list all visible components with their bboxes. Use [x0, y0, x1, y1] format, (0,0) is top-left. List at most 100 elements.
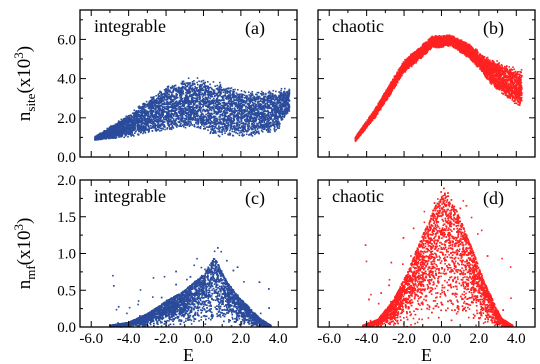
data-point	[130, 119, 132, 121]
data-point	[244, 91, 247, 94]
data-point	[224, 132, 226, 134]
data-point	[145, 128, 148, 131]
data-point	[171, 120, 174, 123]
data-point	[207, 106, 209, 109]
data-point	[119, 130, 121, 133]
data-point	[230, 109, 232, 112]
data-point	[187, 109, 189, 112]
data-point	[167, 110, 170, 113]
data-point	[195, 122, 198, 125]
data-point	[288, 110, 291, 112]
data-point	[207, 118, 209, 121]
data-point	[171, 125, 174, 128]
data-point	[242, 126, 244, 129]
data-point	[168, 114, 170, 116]
data-point	[166, 112, 168, 115]
data-point	[158, 97, 160, 100]
data-point	[188, 103, 190, 106]
data-point	[216, 117, 218, 120]
data-point	[177, 103, 180, 105]
data-point	[259, 108, 261, 111]
data-point	[168, 95, 171, 97]
data-point	[204, 86, 207, 88]
data-point	[217, 102, 220, 104]
data-point	[162, 112, 165, 115]
data-point	[111, 137, 113, 139]
data-point	[193, 116, 195, 119]
data-point	[179, 94, 182, 96]
data-point	[165, 119, 168, 121]
data-point	[103, 130, 105, 133]
data-point	[194, 112, 196, 114]
data-point	[156, 118, 158, 121]
data-point	[232, 95, 234, 97]
data-point	[271, 92, 273, 95]
data-point	[270, 125, 272, 128]
data-point	[256, 124, 258, 126]
data-point	[249, 97, 252, 99]
data-point	[115, 125, 117, 128]
data-point	[179, 110, 182, 113]
data-point	[171, 86, 173, 89]
data-point	[239, 132, 241, 134]
data-point	[134, 132, 136, 134]
data-point	[245, 107, 247, 109]
data-point	[209, 94, 212, 97]
data-point	[185, 115, 187, 117]
data-point	[200, 122, 202, 124]
data-point	[198, 86, 201, 88]
data-point	[253, 96, 256, 99]
data-point	[264, 110, 266, 112]
data-point	[288, 95, 290, 97]
data-point	[190, 88, 193, 90]
data-point	[227, 105, 230, 107]
data-point	[160, 112, 162, 114]
data-point	[123, 118, 125, 120]
data-point	[280, 113, 283, 115]
data-point	[171, 85, 174, 87]
data-point	[196, 112, 199, 115]
data-point	[193, 82, 195, 85]
data-point	[259, 117, 262, 120]
data-point	[251, 94, 254, 96]
data-point	[211, 105, 214, 108]
data-point	[181, 80, 184, 83]
data-point	[278, 124, 280, 126]
data-point	[148, 106, 150, 108]
data-point	[249, 119, 251, 121]
data-point	[229, 132, 232, 135]
data-point	[241, 101, 243, 103]
data-point	[204, 103, 206, 105]
data-point	[287, 96, 289, 98]
data-point	[203, 83, 206, 86]
data-point	[154, 111, 157, 114]
data-point	[219, 102, 222, 105]
data-point	[196, 119, 199, 122]
data-point	[281, 95, 284, 97]
data-point	[253, 116, 255, 118]
data-point	[191, 110, 193, 112]
data-point	[141, 107, 143, 109]
data-point	[161, 106, 164, 108]
data-point	[236, 128, 238, 130]
data-point	[196, 115, 199, 118]
data-point	[246, 125, 249, 128]
data-point	[112, 136, 115, 139]
data-point	[202, 105, 204, 108]
data-point	[272, 124, 275, 127]
data-point	[181, 82, 184, 84]
data-point	[195, 115, 198, 117]
data-point	[244, 120, 247, 123]
data-point	[224, 128, 227, 130]
data-point	[227, 91, 229, 94]
data-point	[283, 101, 285, 104]
data-point	[201, 96, 204, 98]
data-point	[213, 99, 216, 102]
data-point	[247, 123, 249, 125]
data-point	[146, 110, 149, 113]
data-point	[242, 116, 244, 118]
data-point	[129, 117, 131, 119]
data-point	[226, 105, 229, 107]
data-point	[214, 102, 217, 105]
data-point	[279, 102, 282, 104]
